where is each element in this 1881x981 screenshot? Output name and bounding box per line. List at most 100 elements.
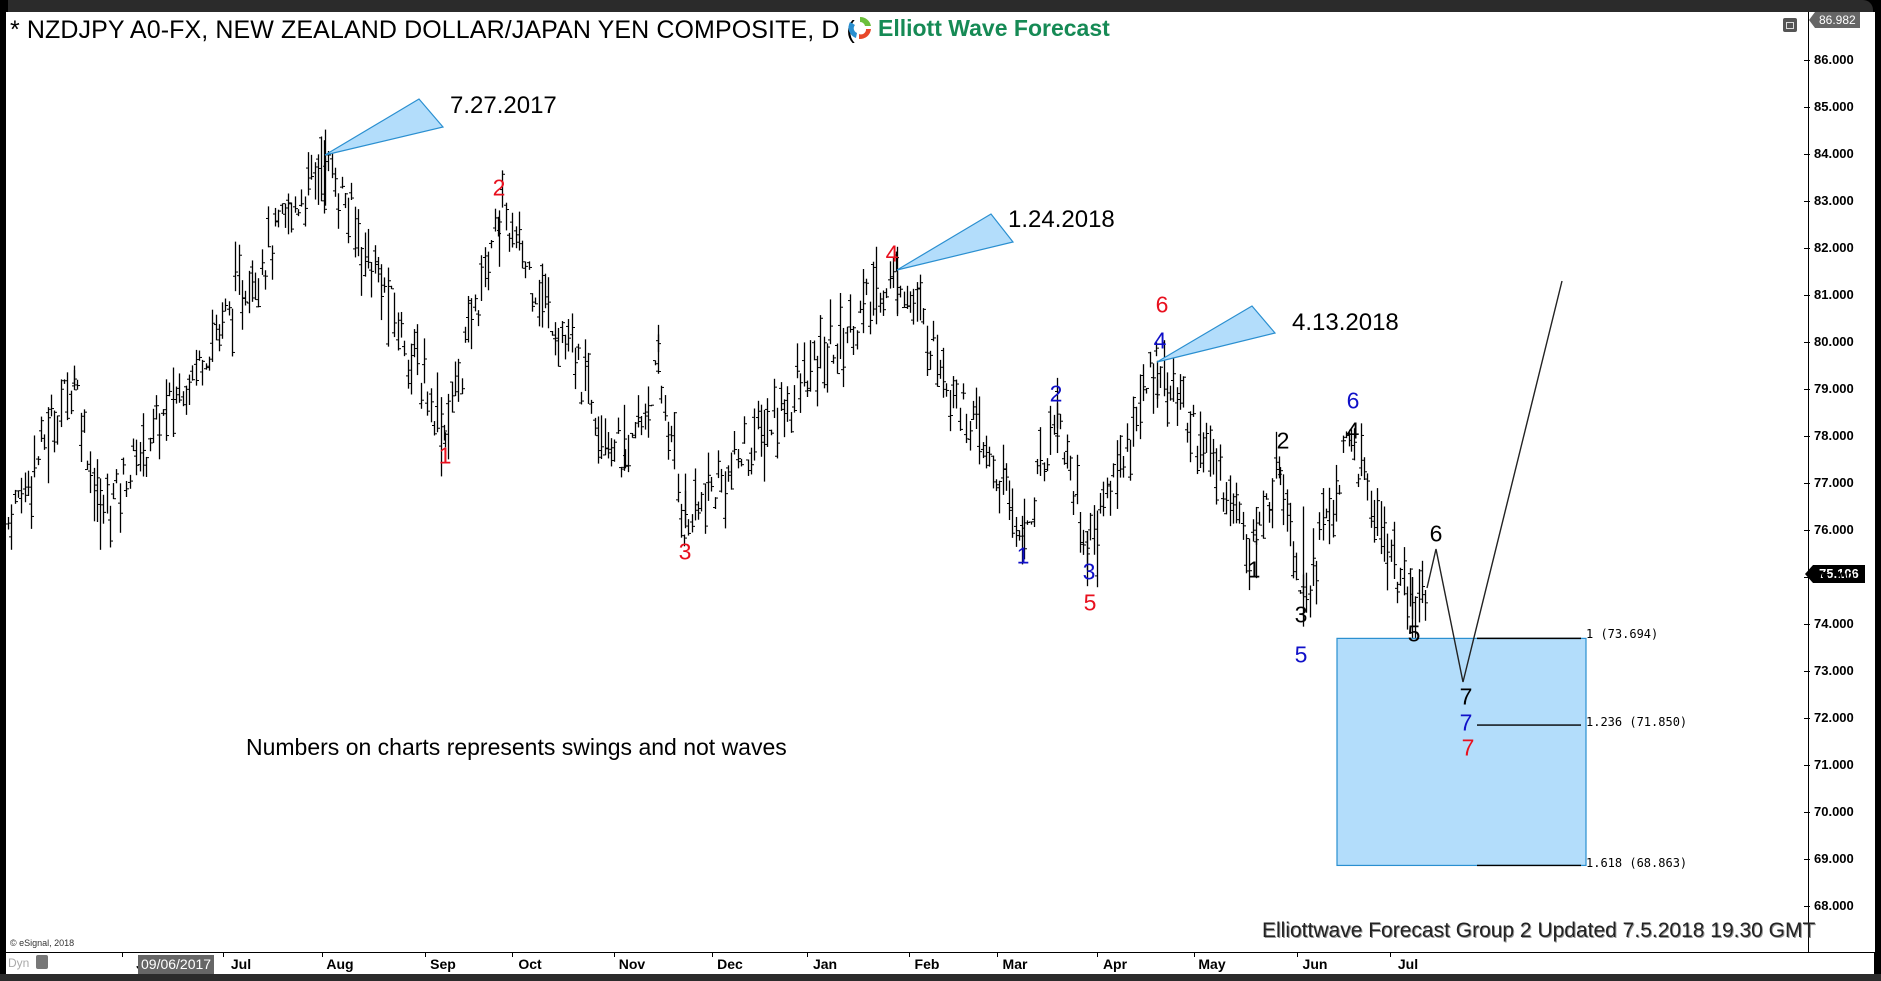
cursor-date: 09/06/2017 — [138, 955, 215, 974]
swing-label-blue: 5 — [1294, 641, 1308, 668]
fib-level-1618: 1.618 (68.863) — [1586, 856, 1688, 870]
swing-label-black: 3 — [1294, 601, 1308, 628]
month-label: Mar — [1002, 956, 1028, 972]
month-label: May — [1198, 956, 1226, 972]
month-label: Aug — [326, 956, 354, 972]
swing-label-black: 2 — [1276, 427, 1290, 454]
price-tick-label: 75.000 — [1814, 569, 1854, 584]
price-tick — [1804, 295, 1810, 296]
month-label: Apr — [1102, 956, 1128, 972]
price-axis[interactable] — [1808, 12, 1875, 952]
price-tick-label: 79.000 — [1814, 381, 1854, 396]
price-tick-label: 82.000 — [1814, 240, 1854, 255]
time-axis[interactable] — [6, 952, 1874, 975]
month-label: Jul — [1397, 956, 1419, 972]
price-tick-label: 69.000 — [1814, 851, 1854, 866]
price-tick — [1804, 201, 1810, 202]
fib-level-1: 1 (73.694) — [1586, 627, 1659, 641]
price-tick — [1804, 765, 1810, 766]
month-tick — [512, 952, 513, 957]
price-tick-label: 71.000 — [1814, 757, 1854, 772]
price-tick — [1804, 812, 1810, 813]
price-tick — [1804, 107, 1810, 108]
window-bottom-bar — [0, 974, 1881, 981]
price-tick-label: 68.000 — [1814, 898, 1854, 913]
callout-label-2: 1.24.2018 — [1008, 206, 1115, 233]
month-label: Nov — [618, 956, 646, 972]
callout-label-1: 7.27.2017 — [450, 92, 557, 119]
price-tick — [1804, 530, 1810, 531]
fib-level-1236: 1.236 (71.850) — [1586, 715, 1688, 729]
window-title-bar — [8, 0, 1873, 12]
price-tick-label: 78.000 — [1814, 428, 1854, 443]
swing-label-black: 7 — [1459, 683, 1473, 710]
swing-label-black: 1 — [1247, 556, 1261, 583]
swing-label-red: 1 — [438, 442, 452, 469]
month-tick — [122, 952, 123, 957]
month-tick — [997, 952, 998, 957]
dyn-button[interactable]: Dyn — [8, 956, 30, 970]
restore-window-icon[interactable] — [1783, 18, 1797, 32]
price-tick — [1804, 859, 1810, 860]
swing-label-blue: 1 — [1016, 542, 1030, 569]
month-tick — [614, 952, 615, 957]
price-tick-label: 72.000 — [1814, 710, 1854, 725]
price-tick — [1804, 671, 1810, 672]
swing-label-red: 6 — [1155, 291, 1169, 318]
logo-icon — [848, 16, 871, 40]
swing-label-red: 5 — [1083, 589, 1097, 616]
price-tick-label: 83.000 — [1814, 193, 1854, 208]
swing-label-red: 4 — [885, 240, 899, 267]
swing-label-black: 4 — [1346, 417, 1360, 444]
price-tick-label: 86.000 — [1814, 52, 1854, 67]
price-tick-label: 74.000 — [1814, 616, 1854, 631]
month-tick — [322, 952, 323, 957]
month-tick — [807, 952, 808, 957]
month-label: Sep — [430, 956, 456, 972]
price-tick — [1804, 436, 1810, 437]
month-label: Jun — [1302, 956, 1328, 972]
brand-logo: Elliott Wave Forecast — [846, 14, 1110, 42]
price-tick-label: 80.000 — [1814, 334, 1854, 349]
month-label: Jan — [812, 956, 838, 972]
price-tick — [1804, 906, 1810, 907]
price-tick — [1804, 718, 1810, 719]
price-tick-label: 85.000 — [1814, 99, 1854, 114]
price-tick — [1804, 248, 1810, 249]
price-tick — [1804, 60, 1810, 61]
month-tick — [1390, 952, 1391, 957]
price-tick-label: 81.000 — [1814, 287, 1854, 302]
lock-icon[interactable] — [36, 955, 48, 969]
swing-label-blue: 7 — [1459, 709, 1473, 736]
month-label: Jul — [230, 956, 252, 972]
price-tick — [1804, 577, 1810, 578]
month-tick — [909, 952, 910, 957]
swing-label-red: 3 — [678, 538, 692, 565]
month-label: Oct — [518, 956, 542, 972]
swing-label-blue: 6 — [1346, 387, 1360, 414]
month-tick — [1097, 952, 1098, 957]
price-tick — [1804, 342, 1810, 343]
price-tick — [1804, 389, 1810, 390]
high-price-marker: 86.982 — [1809, 12, 1860, 28]
copyright: © eSignal, 2018 — [10, 938, 75, 948]
price-tick — [1804, 154, 1810, 155]
callout-label-3: 4.13.2018 — [1292, 309, 1399, 336]
price-tick — [1804, 624, 1810, 625]
month-tick — [1297, 952, 1298, 957]
month-tick — [1194, 952, 1195, 957]
chart-title: * NZDJPY A0-FX, NEW ZEALAND DOLLAR/JAPAN… — [10, 16, 855, 44]
swing-label-blue: 4 — [1153, 327, 1167, 354]
update-footer: Elliottwave Forecast Group 2 Updated 7.5… — [1262, 919, 1816, 942]
price-tick-label: 73.000 — [1814, 663, 1854, 678]
price-tick-label: 70.000 — [1814, 804, 1854, 819]
month-tick — [712, 952, 713, 957]
swing-label-blue: 2 — [1049, 380, 1063, 407]
month-tick — [425, 952, 426, 957]
price-tick-label: 77.000 — [1814, 475, 1854, 490]
month-label: Dec — [717, 956, 743, 972]
swing-label-black: 6 — [1429, 520, 1443, 547]
price-tick-label: 84.000 — [1814, 146, 1854, 161]
